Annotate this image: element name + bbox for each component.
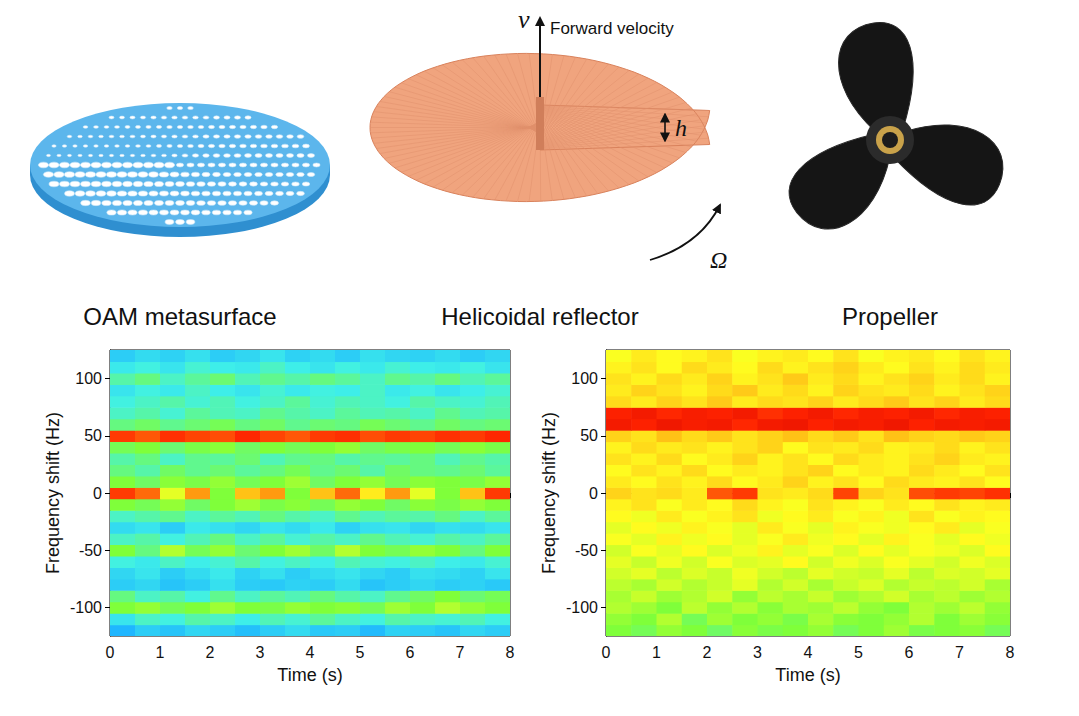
svg-text:5: 5 bbox=[356, 644, 365, 661]
svg-text:Helicoidal reflector: Helicoidal reflector bbox=[441, 303, 638, 330]
svg-text:3: 3 bbox=[256, 644, 265, 661]
svg-text:4: 4 bbox=[804, 644, 813, 661]
svg-text:6: 6 bbox=[406, 644, 415, 661]
svg-text:v: v bbox=[518, 5, 530, 34]
svg-text:0: 0 bbox=[93, 485, 102, 502]
svg-text:8: 8 bbox=[506, 644, 515, 661]
svg-text:6: 6 bbox=[905, 644, 914, 661]
svg-text:Time (s): Time (s) bbox=[277, 665, 342, 685]
svg-text:0: 0 bbox=[589, 485, 598, 502]
svg-text:0: 0 bbox=[106, 644, 115, 661]
svg-text:OAM metasurface: OAM metasurface bbox=[83, 303, 276, 330]
svg-text:1: 1 bbox=[652, 644, 661, 661]
svg-text:1: 1 bbox=[156, 644, 165, 661]
svg-text:Ω: Ω bbox=[710, 247, 727, 273]
svg-text:3: 3 bbox=[753, 644, 762, 661]
svg-text:Frequency shift (Hz): Frequency shift (Hz) bbox=[539, 412, 559, 574]
svg-text:7: 7 bbox=[456, 644, 465, 661]
svg-text:Propeller: Propeller bbox=[842, 303, 938, 330]
svg-text:-100: -100 bbox=[566, 599, 598, 616]
svg-text:50: 50 bbox=[580, 427, 598, 444]
svg-text:Time (s): Time (s) bbox=[775, 665, 840, 685]
svg-text:Frequency shift (Hz): Frequency shift (Hz) bbox=[43, 412, 63, 574]
svg-text:50: 50 bbox=[84, 427, 102, 444]
svg-text:-100: -100 bbox=[70, 599, 102, 616]
svg-text:0: 0 bbox=[602, 644, 611, 661]
svg-text:4: 4 bbox=[306, 644, 315, 661]
svg-text:-50: -50 bbox=[79, 542, 102, 559]
svg-text:5: 5 bbox=[854, 644, 863, 661]
svg-text:Forward velocity: Forward velocity bbox=[550, 19, 674, 38]
svg-text:h: h bbox=[675, 115, 687, 141]
svg-text:100: 100 bbox=[571, 370, 598, 387]
svg-text:2: 2 bbox=[206, 644, 215, 661]
svg-text:-50: -50 bbox=[575, 542, 598, 559]
svg-text:2: 2 bbox=[703, 644, 712, 661]
svg-text:8: 8 bbox=[1006, 644, 1015, 661]
svg-text:100: 100 bbox=[75, 370, 102, 387]
svg-text:7: 7 bbox=[955, 644, 964, 661]
